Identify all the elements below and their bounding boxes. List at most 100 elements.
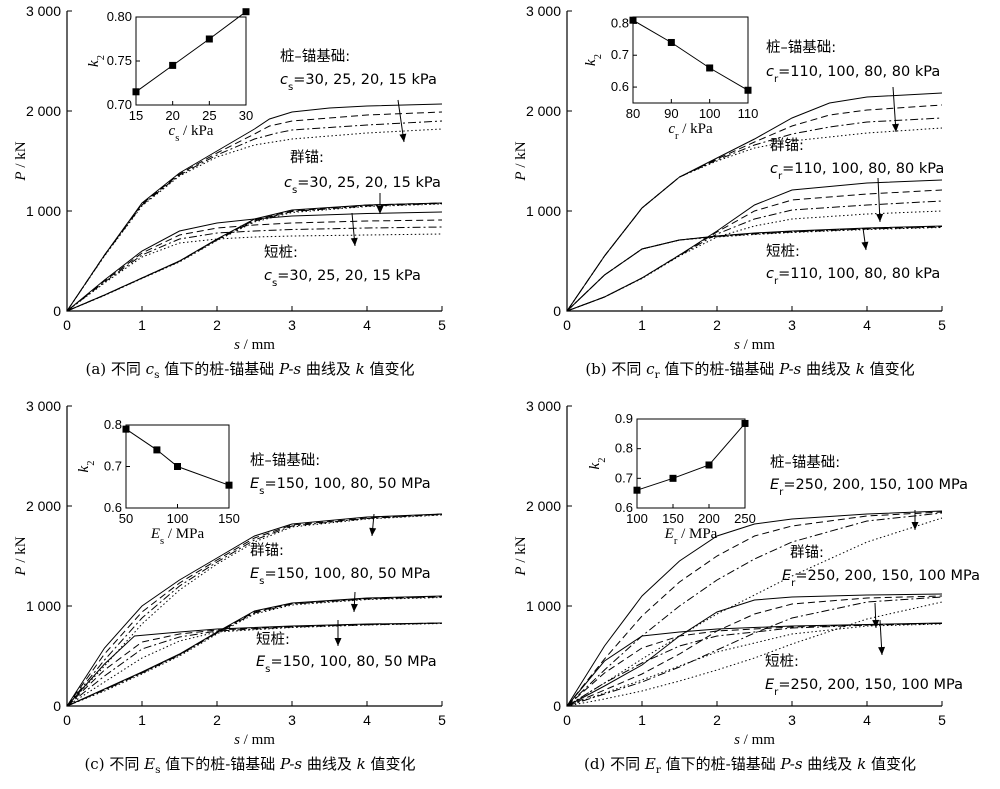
inset-y-tick-label: 0.70 bbox=[107, 97, 132, 112]
inset-point bbox=[706, 64, 714, 72]
arrow-head bbox=[350, 603, 358, 612]
inset-x-tick-label: 110 bbox=[738, 106, 759, 121]
x-tick-label: 1 bbox=[638, 712, 646, 728]
group-label: 群锚: bbox=[250, 542, 284, 559]
inset-x-tick-label: 80 bbox=[626, 106, 640, 121]
arrow-head bbox=[878, 646, 886, 655]
inset-point bbox=[169, 61, 177, 69]
series-line-1-2 bbox=[566, 104, 943, 312]
inset-point bbox=[122, 425, 130, 433]
inset-x-tick-label: 15 bbox=[129, 108, 143, 123]
x-tick-label: 2 bbox=[213, 317, 221, 333]
series-line-3-3 bbox=[66, 226, 443, 312]
inset-x-tick-label: 50 bbox=[119, 511, 133, 526]
inset-y-tick-label: 0.75 bbox=[107, 53, 132, 68]
chart-d-caption: (d) 不同 Er 值下的桩-锚基础 P-s 曲线及 k 值变化 bbox=[584, 755, 916, 776]
y-tick-label: 3 000 bbox=[26, 3, 61, 19]
group-params: Er=250, 200, 150, 100 MPa bbox=[770, 477, 968, 498]
series-line-1-3 bbox=[566, 117, 943, 312]
group-label: 群锚: bbox=[290, 149, 324, 166]
arrow-head bbox=[350, 237, 358, 246]
group-label: 短桩: bbox=[766, 243, 800, 260]
series-line-1-4 bbox=[566, 127, 943, 312]
x-tick-label: 2 bbox=[713, 712, 721, 728]
inset-point bbox=[174, 463, 181, 470]
inset-y-tick-label: 0.80 bbox=[107, 9, 132, 24]
x-tick-label: 5 bbox=[938, 317, 946, 333]
y-tick-label: 2 000 bbox=[26, 498, 61, 514]
inset-point bbox=[205, 35, 213, 43]
y-tick-label: 1 000 bbox=[26, 598, 61, 614]
x-axis-label: s / mm bbox=[734, 732, 775, 748]
series-line-3-3 bbox=[66, 622, 443, 707]
x-axis-label: s / mm bbox=[234, 337, 275, 353]
group-label: 桩–锚基础: bbox=[280, 48, 350, 65]
series-line-2-3 bbox=[566, 596, 943, 707]
x-tick-label: 5 bbox=[438, 317, 446, 333]
group-label: 桩–锚基础: bbox=[770, 454, 840, 471]
x-tick-label: 4 bbox=[363, 712, 371, 728]
inset-x-tick-label: 100 bbox=[167, 511, 189, 526]
x-tick-label: 2 bbox=[213, 712, 221, 728]
x-tick-label: 0 bbox=[63, 712, 71, 728]
inset-x-axis-label: cs / kPa bbox=[169, 123, 214, 144]
group-params: cr=110, 100, 80, 80 kPa bbox=[766, 266, 940, 287]
inset-frame bbox=[135, 16, 247, 106]
x-tick-label: 0 bbox=[63, 317, 71, 333]
y-axis-label: P / kN bbox=[13, 141, 29, 181]
inset-x-tick-label: 20 bbox=[165, 108, 179, 123]
group-label: 短桩: bbox=[256, 631, 290, 648]
group-params: cs=30, 25, 20, 15 kPa bbox=[284, 175, 441, 196]
y-tick-label: 3 000 bbox=[26, 398, 61, 414]
inset-line bbox=[125, 428, 230, 486]
x-axis-label: s / mm bbox=[234, 732, 275, 748]
chart-b-caption: (b) 不同 cr 值下的桩-锚基础 P-s 曲线及 k 值变化 bbox=[585, 360, 915, 381]
series-line-2-3 bbox=[66, 596, 443, 707]
x-tick-label: 3 bbox=[788, 712, 796, 728]
y-axis-label: P / kN bbox=[513, 536, 529, 576]
arrow-head bbox=[399, 133, 407, 142]
chart-b-svg: 0 1 2 3 4 5 0 1 000 2 000 3 000 s / mm P / kN 桩–锚基础:… bbox=[513, 3, 946, 353]
series-line-1-3 bbox=[566, 512, 943, 707]
group-label: 短桩: bbox=[264, 244, 298, 261]
arrow-head bbox=[369, 527, 377, 536]
inset-x-tick-label: 30 bbox=[239, 108, 253, 123]
inset-line bbox=[632, 19, 749, 91]
inset-x-axis-label: cr / kPa bbox=[668, 121, 713, 142]
inset-x-tick-label: 150 bbox=[662, 511, 684, 526]
y-tick-label: 1 000 bbox=[526, 598, 561, 614]
inset-y-axis-label: k2 bbox=[583, 54, 604, 66]
group-params: Es=150, 100, 80, 50 MPa bbox=[250, 566, 431, 587]
inset-line bbox=[636, 423, 746, 491]
inset-x-tick-label: 90 bbox=[664, 106, 678, 121]
chart-a-svg: 0 1 2 3 4 5 0 1 000 2 000 3 000 s / mm P / kN 桩–锚基础:… bbox=[13, 3, 446, 353]
x-tick-label: 1 bbox=[138, 712, 146, 728]
arrow-head bbox=[876, 213, 884, 222]
inset-y-tick-label: 0.8 bbox=[104, 417, 122, 432]
y-tick-label: 0 bbox=[553, 698, 561, 714]
y-tick-label: 0 bbox=[53, 698, 61, 714]
group-label: 短桩: bbox=[765, 653, 799, 670]
inset-point bbox=[744, 86, 752, 94]
series-line-1-3 bbox=[66, 120, 443, 312]
group-label: 桩–锚基础: bbox=[250, 452, 320, 469]
inset-x-axis-label: Es / MPa bbox=[150, 526, 205, 547]
y-tick-label: 2 000 bbox=[26, 103, 61, 119]
inset-frame bbox=[632, 16, 749, 104]
x-tick-label: 1 bbox=[638, 317, 646, 333]
y-tick-label: 0 bbox=[53, 303, 61, 319]
inset-x-axis-label: Er / MPa bbox=[664, 526, 718, 547]
inset-y-tick-label: 0.6 bbox=[615, 500, 633, 515]
chart-panel-d: 0 1 2 3 4 5 0 1 000 2 000 3 000 s / mm P / kN 桩–锚基础:… bbox=[500, 395, 1000, 789]
group-params: cr=110, 100, 80, 80 kPa bbox=[770, 161, 944, 182]
y-tick-label: 2 000 bbox=[526, 498, 561, 514]
inset-y-tick-label: 0.9 bbox=[615, 411, 633, 426]
series-line-1-1 bbox=[566, 510, 943, 707]
series-line-2-2 bbox=[566, 189, 943, 312]
series-line-3-4 bbox=[566, 623, 943, 707]
x-axis-label: s / mm bbox=[734, 337, 775, 353]
series-line-1-3 bbox=[66, 514, 443, 707]
inset-point bbox=[741, 419, 749, 427]
